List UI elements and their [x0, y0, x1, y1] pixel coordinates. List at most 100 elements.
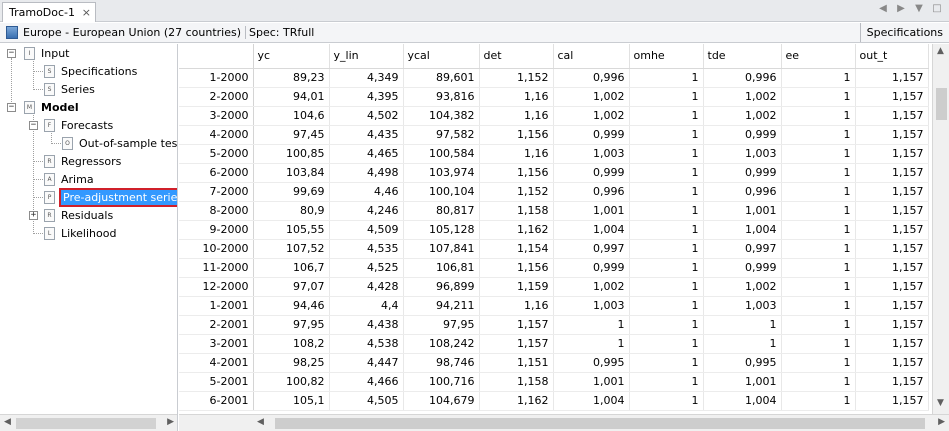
table-cell[interactable]: 1,004 — [703, 391, 782, 411]
table-cell[interactable]: 1 — [781, 163, 856, 183]
row-header-date[interactable]: 5-2001 — [179, 372, 254, 392]
row-header-date[interactable]: 4-2001 — [179, 353, 254, 373]
table-cell[interactable]: 1,152 — [479, 68, 554, 88]
table-cell[interactable]: 1 — [553, 315, 630, 335]
close-icon[interactable]: × — [81, 6, 91, 19]
scroll-up-icon[interactable]: ▲ — [937, 46, 944, 56]
column-header[interactable]: y_lin — [329, 44, 404, 69]
row-header-date[interactable]: 11-2000 — [179, 258, 254, 278]
table-cell[interactable]: 4,435 — [329, 125, 404, 145]
table-cell[interactable]: 4,395 — [329, 87, 404, 107]
table-cell[interactable]: 104,679 — [403, 391, 480, 411]
table-cell[interactable]: 103,84 — [253, 163, 330, 183]
row-header-date[interactable]: 6-2001 — [179, 391, 254, 411]
table-cell[interactable]: 1,002 — [703, 277, 782, 297]
table-cell[interactable]: 1,157 — [855, 182, 929, 202]
table-cell[interactable]: 1,157 — [855, 106, 929, 126]
table-cell[interactable]: 1,156 — [479, 258, 554, 278]
table-cell[interactable]: 4,502 — [329, 106, 404, 126]
table-cell[interactable]: 4,509 — [329, 220, 404, 240]
table-row[interactable]: 4-2001 98,25 4,447 98,746 1,151 0,995 1 0,995 1 1… — [179, 353, 929, 373]
table-cell[interactable]: 1 — [629, 106, 704, 126]
scrollbar-thumb[interactable] — [275, 418, 925, 429]
table-cell[interactable]: 105,55 — [253, 220, 330, 240]
table-cell[interactable]: 1 — [629, 353, 704, 373]
table-cell[interactable]: 1,157 — [855, 372, 929, 392]
table-cell[interactable]: 1 — [781, 68, 856, 88]
column-header[interactable]: yc — [253, 44, 330, 69]
row-header-date[interactable]: 10-2000 — [179, 239, 254, 259]
table-cell[interactable]: 94,46 — [253, 296, 330, 316]
scroll-right-icon[interactable]: ▶ — [938, 417, 945, 427]
table-row[interactable]: 9-2000 105,55 4,509 105,128 1,162 1,004 1 1,004… — [179, 220, 929, 240]
table-cell[interactable]: 1 — [629, 68, 704, 88]
table-cell[interactable]: 1,004 — [553, 391, 630, 411]
table-cell[interactable]: 1 — [781, 125, 856, 145]
table-cell[interactable]: 1 — [629, 296, 704, 316]
table-cell[interactable]: 4,349 — [329, 68, 404, 88]
table-row[interactable]: 6-2001 105,1 4,505 104,679 1,162 1,004 1 1,004 1… — [179, 391, 929, 411]
table-cell[interactable]: 1,004 — [553, 220, 630, 240]
table-cell[interactable]: 1 — [629, 144, 704, 164]
scroll-left-icon[interactable]: ◀ — [4, 417, 11, 427]
row-header-date[interactable]: 5-2000 — [179, 144, 254, 164]
table-cell[interactable]: 103,974 — [403, 163, 480, 183]
tree-node-out-of-sample[interactable]: O Out-of-sample test — [62, 134, 177, 152]
table-cell[interactable]: 1 — [629, 125, 704, 145]
scrollbar-thumb[interactable] — [936, 88, 947, 120]
tree-node-forecasts[interactable]: F Forecasts — [44, 116, 113, 134]
table-cell[interactable]: 1 — [629, 239, 704, 259]
tab-tramodoc[interactable]: TramoDoc-1 × — [2, 2, 96, 22]
table-row[interactable]: 10-2000 107,52 4,535 107,841 1,154 0,997 1 0,99… — [179, 239, 929, 259]
table-cell[interactable]: 98,25 — [253, 353, 330, 373]
table-cell[interactable]: 80,817 — [403, 201, 480, 221]
table-cell[interactable]: 1,002 — [553, 87, 630, 107]
table-cell[interactable]: 1 — [703, 334, 782, 354]
table-cell[interactable]: 0,996 — [553, 182, 630, 202]
table-row[interactable]: 12-2000 97,07 4,428 96,899 1,159 1,002 1 1,002 1… — [179, 277, 929, 297]
table-cell[interactable]: 100,716 — [403, 372, 480, 392]
row-header-date[interactable]: 9-2000 — [179, 220, 254, 240]
table-cell[interactable]: 1,16 — [479, 144, 554, 164]
collapse-icon[interactable]: − — [7, 102, 16, 112]
table-cell[interactable]: 1 — [781, 239, 856, 259]
table-cell[interactable]: 4,538 — [329, 334, 404, 354]
tree-node-residuals[interactable]: R Residuals — [44, 206, 113, 224]
table-cell[interactable]: 107,52 — [253, 239, 330, 259]
collapse-icon[interactable]: − — [7, 48, 16, 58]
table-cell[interactable]: 1,003 — [703, 144, 782, 164]
table-cell[interactable]: 1 — [629, 220, 704, 240]
table-cell[interactable]: 0,996 — [703, 68, 782, 88]
table-cell[interactable]: 0,995 — [703, 353, 782, 373]
table-cell[interactable]: 0,996 — [553, 68, 630, 88]
table-cell[interactable]: 1,002 — [553, 106, 630, 126]
table-cell[interactable]: 1,157 — [855, 334, 929, 354]
scroll-down-icon[interactable]: ▼ — [937, 398, 944, 408]
table-cell[interactable]: 1,16 — [479, 106, 554, 126]
table-cell[interactable]: 1 — [629, 277, 704, 297]
row-header-date[interactable]: 4-2000 — [179, 125, 254, 145]
table-cell[interactable]: 1,003 — [553, 296, 630, 316]
table-cell[interactable]: 1,001 — [703, 201, 782, 221]
table-cell[interactable]: 4,4 — [329, 296, 404, 316]
table-cell[interactable]: 1,157 — [855, 68, 929, 88]
table-cell[interactable]: 1 — [629, 87, 704, 107]
table-cell[interactable]: 1 — [781, 334, 856, 354]
specifications-button[interactable]: Specifications — [859, 23, 949, 42]
table-cell[interactable]: 97,07 — [253, 277, 330, 297]
table-cell[interactable]: 4,438 — [329, 315, 404, 335]
table-cell[interactable]: 108,242 — [403, 334, 480, 354]
table-cell[interactable]: 4,535 — [329, 239, 404, 259]
table-cell[interactable]: 89,601 — [403, 68, 480, 88]
row-header-date[interactable]: 8-2000 — [179, 201, 254, 221]
table-cell[interactable]: 99,69 — [253, 182, 330, 202]
table-cell[interactable]: 97,582 — [403, 125, 480, 145]
table-cell[interactable]: 1,001 — [553, 372, 630, 392]
table-cell[interactable]: 100,104 — [403, 182, 480, 202]
table-cell[interactable]: 1,156 — [479, 163, 554, 183]
table-cell[interactable]: 104,6 — [253, 106, 330, 126]
table-cell[interactable]: 1,157 — [855, 258, 929, 278]
table-cell[interactable]: 1 — [781, 372, 856, 392]
table-cell[interactable]: 0,999 — [703, 258, 782, 278]
row-header-date[interactable]: 1-2001 — [179, 296, 254, 316]
